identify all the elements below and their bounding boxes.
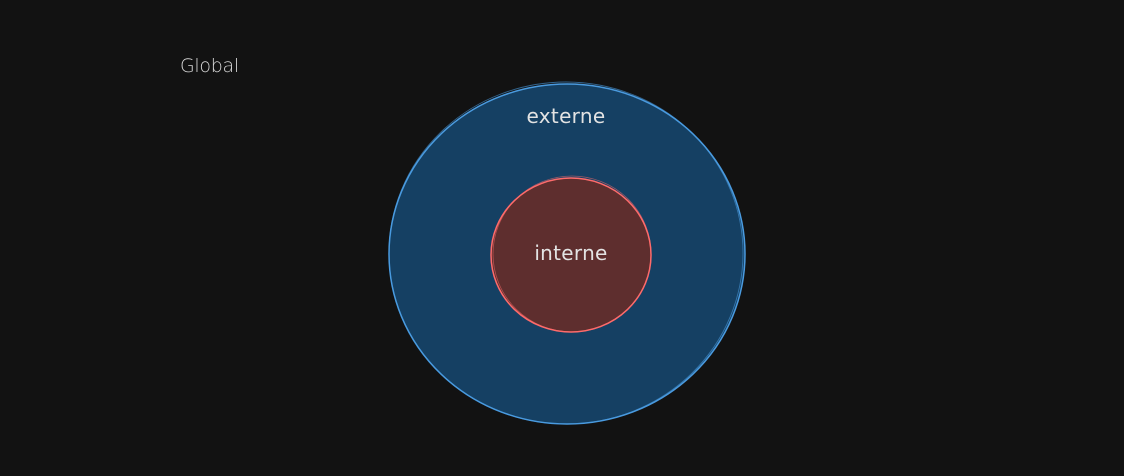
global-scope-label: Global bbox=[180, 55, 239, 77]
outer-scope-label: externe bbox=[527, 104, 606, 128]
inner-scope-label: interne bbox=[534, 241, 607, 265]
inner-scope-circle bbox=[490, 175, 652, 333]
